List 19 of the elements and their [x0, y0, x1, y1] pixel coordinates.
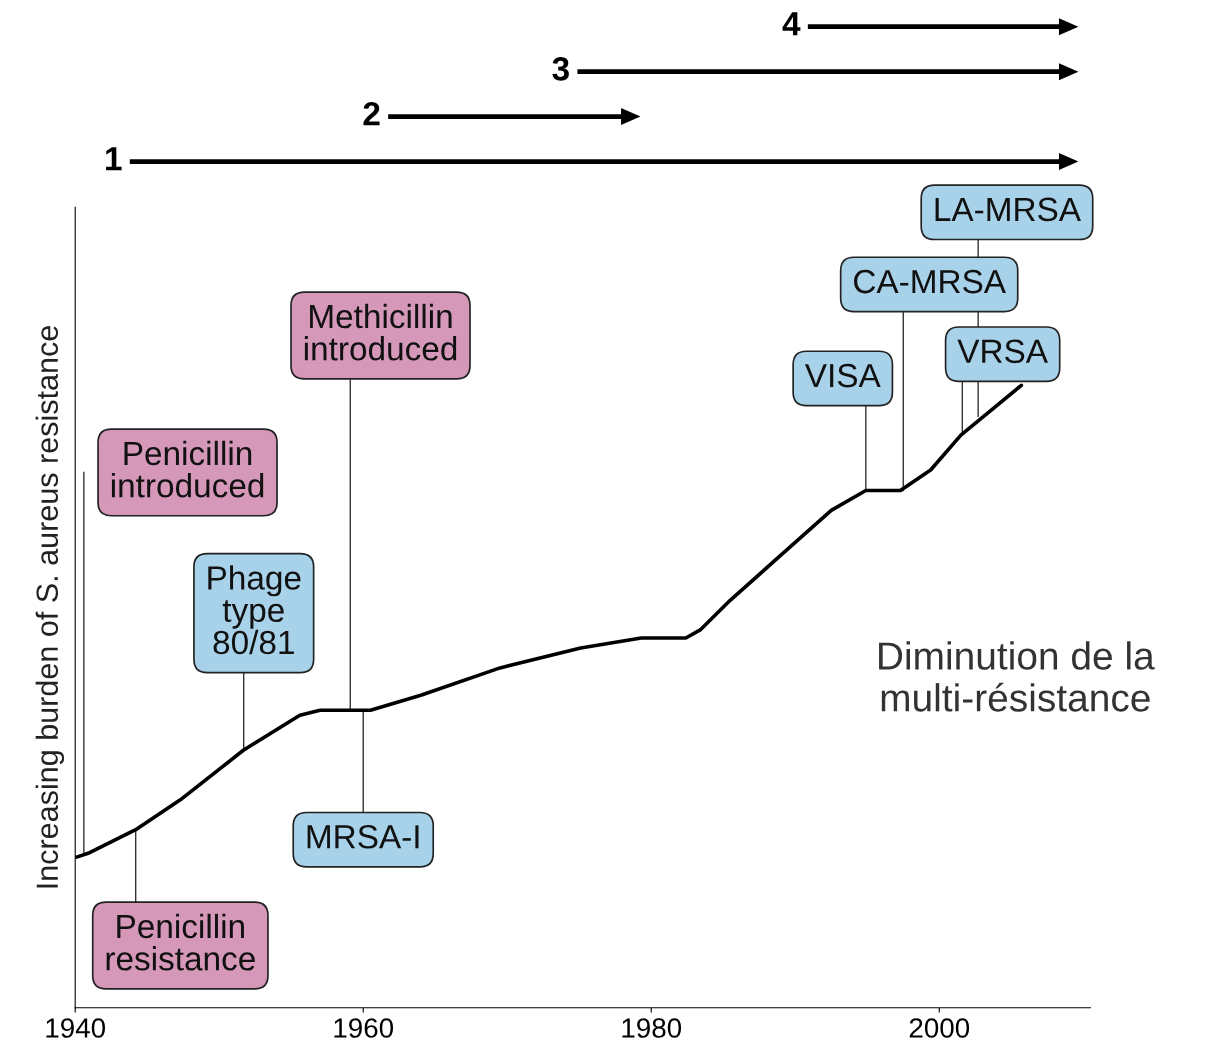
text: 2: [363, 101, 380, 126]
text: 3: [552, 56, 569, 81]
text: 4: [782, 12, 801, 36]
x-tick-label: 2000: [909, 1018, 970, 1038]
x-tick-label: 1960: [334, 1018, 394, 1038]
text: 1: [106, 147, 122, 171]
y-axis-title: Increasing burden of S. aureus resistance: [35, 326, 65, 888]
annotation: VISA: [804, 363, 881, 388]
annotation: LA-MRSA: [935, 197, 1081, 222]
annotation: CA-MRSA: [854, 269, 1006, 294]
x-tick-label: 1940: [46, 1018, 106, 1038]
annotation: Methicillin introduced: [304, 303, 457, 361]
annotation: Diminution de la multi-résistance: [879, 641, 1155, 712]
annotation: Penicillin introduced: [111, 440, 264, 498]
annotation: Penicillin resistance: [106, 913, 255, 971]
annotation: Phage type 80/81: [208, 565, 301, 655]
annotation: MRSA-I: [307, 825, 419, 849]
x-tick-label: 1980: [622, 1018, 682, 1038]
annotation: VRSA: [957, 339, 1048, 364]
